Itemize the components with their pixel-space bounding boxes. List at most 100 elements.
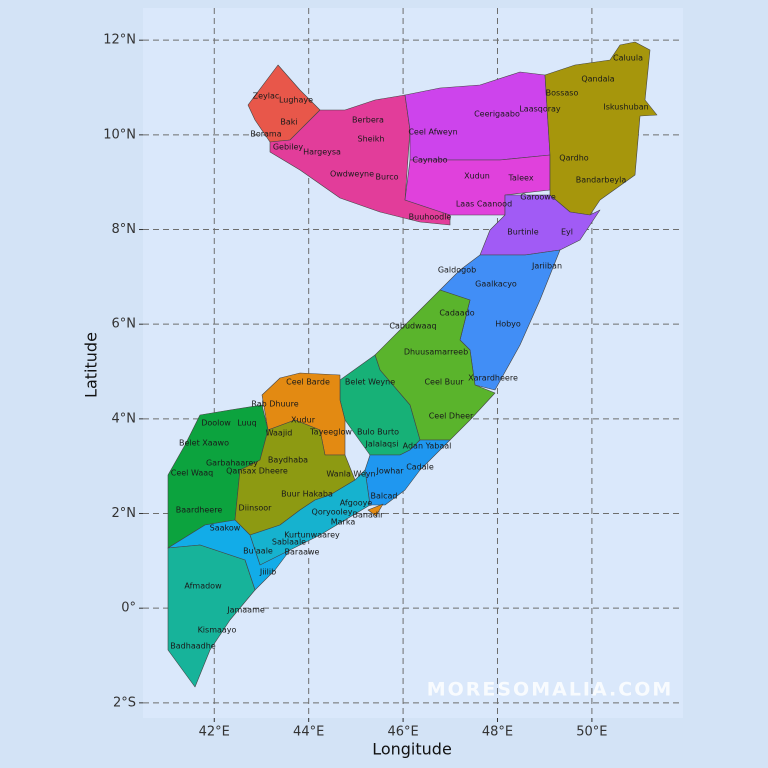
district-label: Tayeeglow — [309, 428, 352, 437]
district-label: Eyl — [561, 228, 573, 237]
y-tick-label: 10°N — [103, 127, 136, 142]
district-label: Caluula — [613, 54, 643, 63]
district-label: Garoowe — [520, 193, 556, 202]
region-woqooyi-togdheer — [269, 94, 451, 226]
district-label: Qardho — [559, 154, 588, 163]
district-label: Kismaayo — [198, 626, 237, 635]
district-label: Cadaado — [439, 309, 474, 318]
y-tick-label: 4°N — [112, 411, 137, 426]
district-label: Baki — [280, 118, 297, 127]
region-sool — [404, 154, 551, 216]
district-label: Ceerigaabo — [474, 110, 520, 119]
x-axis-title: Longitude — [372, 740, 452, 759]
district-label: Dhuusamarreeb — [404, 348, 468, 357]
district-label: Garbahaarey — [206, 459, 258, 468]
district-label: Laasqoray — [519, 105, 561, 114]
y-tick-label: 2°N — [112, 506, 137, 521]
district-label: Ceel Barde — [286, 378, 330, 387]
district-label: Xudur — [291, 416, 316, 425]
district-label: Afmadow — [184, 582, 222, 591]
district-label: Belet Weyne — [345, 378, 395, 387]
district-label: Belet Xaawo — [179, 439, 229, 448]
district-label: Galdogob — [438, 266, 476, 275]
region-banadir — [367, 503, 384, 517]
y-tick-label: 6°N — [112, 317, 137, 332]
x-tick-label: 44°E — [293, 725, 324, 740]
district-label: Ceel Waaq — [171, 469, 213, 478]
district-label: Qandala — [581, 75, 614, 84]
district-label: Jowhar — [375, 467, 404, 476]
region-lower-juba — [167, 544, 256, 688]
district-label: Adan Yabaal — [403, 442, 452, 451]
district-label: Cabudwaaq — [389, 322, 436, 331]
district-label: Borama — [250, 130, 281, 139]
district-label: Doolow — [201, 419, 231, 428]
district-label: Bossaso — [546, 89, 579, 98]
district-label: Lughaye — [279, 96, 313, 105]
y-tick-label: 12°N — [103, 33, 136, 48]
district-label: Caynabo — [412, 156, 447, 165]
district-label: Jiilib — [259, 568, 276, 577]
region-nugaal — [479, 194, 601, 256]
y-tick-label: 8°N — [112, 222, 137, 237]
district-label: Gebiley — [273, 143, 304, 152]
district-label: Xudun — [464, 172, 490, 181]
district-label: Owdweyne — [330, 170, 374, 179]
district-label: Waajid — [266, 429, 293, 438]
district-label: Jamaame — [226, 606, 265, 615]
district-label: Badhaadhe — [170, 642, 215, 651]
district-label: Wanla Weyn — [326, 470, 375, 479]
regions — [167, 41, 658, 688]
district-label: Burtinle — [507, 228, 539, 237]
x-tick-label: 50°E — [576, 725, 607, 740]
district-label: Qoryooley — [312, 508, 353, 517]
district-label: Balcad — [371, 492, 398, 501]
district-label: Kurtunwaarey — [284, 531, 340, 540]
district-label: Taleex — [507, 174, 533, 183]
district-label: Sheikh — [358, 135, 385, 144]
district-label: Iskushuban — [603, 103, 648, 112]
district-label: Rab Dhuure — [251, 400, 298, 409]
district-label: Hargeysa — [303, 148, 341, 157]
district-label: Gaalkacyo — [475, 280, 517, 289]
district-label: Bu'aale — [243, 547, 273, 556]
district-label: Banadir — [353, 511, 385, 520]
district-label: Ceel Dheer — [429, 412, 474, 421]
district-label: Buuhoodle — [409, 213, 452, 222]
district-label: Zeylac — [253, 92, 280, 101]
y-tick-label: 0° — [121, 601, 136, 616]
x-tick-label: 46°E — [387, 725, 418, 740]
axes: Longitude Latitude 42°E 44°E 46°E 48°E 50°E 2… — [82, 33, 608, 759]
district-label: Jariiban — [531, 262, 562, 271]
district-label: Baraawe — [285, 548, 320, 557]
district-label: Jalalaqsi — [365, 440, 399, 449]
district-label: Saakow — [210, 524, 241, 533]
district-label: Hobyo — [495, 320, 521, 329]
district-label: Cadale — [406, 463, 434, 472]
district-label: Sablaale — [272, 538, 306, 547]
district-label: Luuq — [237, 419, 257, 428]
district-label: Marka — [331, 518, 356, 527]
region-middle-shabelle — [364, 439, 451, 506]
district-label: Diinsoor — [239, 504, 273, 513]
x-tick-label: 48°E — [482, 725, 513, 740]
district-label: Bulo Burto — [357, 428, 399, 437]
district-label: Baydhaba — [268, 456, 308, 465]
x-tick-label: 42°E — [199, 725, 230, 740]
y-tick-label: 2°S — [113, 695, 136, 710]
district-label: Ceel Buur — [424, 378, 464, 387]
district-label: Ceel Afweyn — [408, 128, 457, 137]
district-label: Berbera — [352, 116, 384, 125]
district-label: Burco — [376, 173, 399, 182]
district-label: Baardheere — [176, 506, 223, 515]
district-label: Afgooye — [340, 499, 373, 508]
district-label: Buur Hakaba — [281, 490, 333, 499]
district-label: Bandarbeyla — [576, 176, 627, 185]
watermark: MORESOMALIA.COM — [427, 679, 674, 701]
district-label: Laas Caanood — [456, 200, 512, 209]
district-label: Qansax Dheere — [226, 467, 288, 476]
district-label: Xarardheere — [468, 374, 518, 383]
y-axis-title: Latitude — [82, 332, 101, 398]
